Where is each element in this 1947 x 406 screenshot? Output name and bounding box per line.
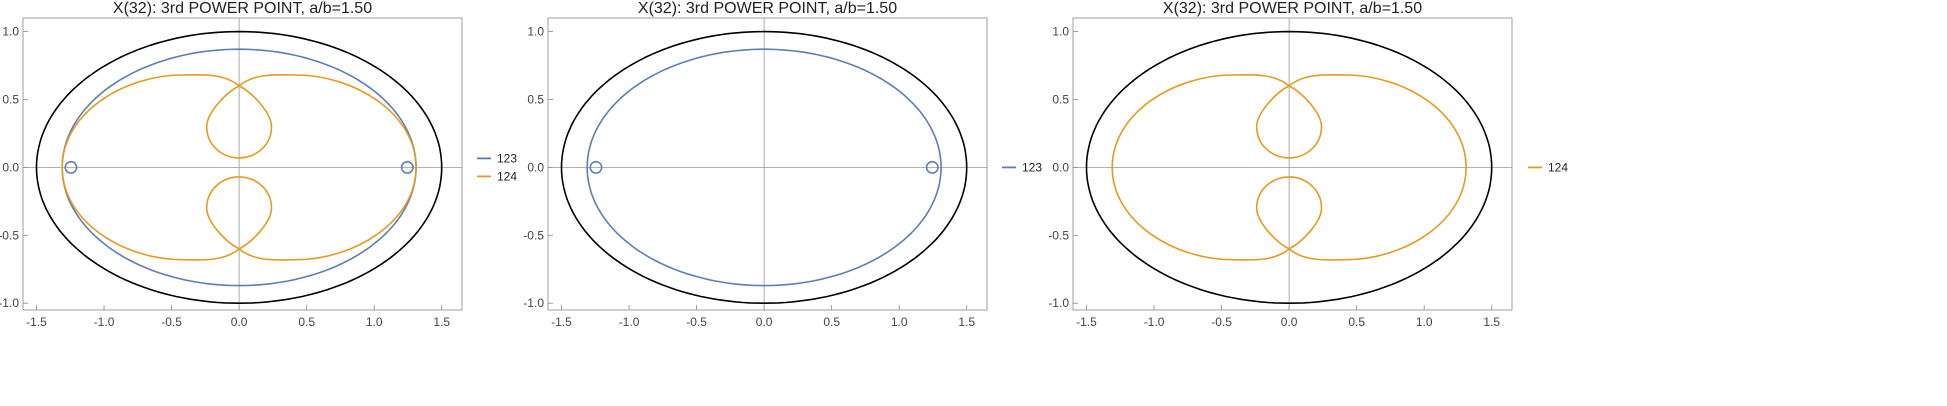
legend-label: 124 <box>1548 160 1568 174</box>
x-tick-label: 0.0 <box>1281 315 1298 329</box>
x-tick-label: -0.5 <box>1211 315 1232 329</box>
x-tick-label: -1.0 <box>1144 315 1165 329</box>
x-tick-label: -1.5 <box>1076 315 1097 329</box>
y-tick-label: 1.0 <box>1052 25 1069 39</box>
plot-frame <box>1072 17 1513 311</box>
x-tick-label: 0.5 <box>298 315 315 329</box>
x-tick-label: 1.5 <box>958 315 975 329</box>
x-tick-label: 1.5 <box>1483 315 1500 329</box>
y-tick-label: 1.0 <box>2 25 19 39</box>
series-124-left-lobe <box>61 73 240 261</box>
series-123-side-loop <box>589 160 603 174</box>
chart-panel-1: -1.5 -1.0 -0.5 0.0 0.5 1.0 1.5 -1.0 -0.5 0.0 0.5 1.… <box>0 0 517 329</box>
y-tick-label: 0.0 <box>2 160 19 174</box>
y-tick-label: 0.5 <box>527 92 544 106</box>
x-tick-label: 0.0 <box>231 315 248 329</box>
reference-ellipse <box>35 30 443 305</box>
plot-frame <box>22 17 463 311</box>
y-tick-label: -1.0 <box>0 296 19 310</box>
series-124-right-lobe <box>238 73 417 261</box>
x-tick-label: 0.5 <box>823 315 840 329</box>
legend-item-124: 124 <box>1528 160 1568 174</box>
legend-label: 123 <box>1022 160 1042 174</box>
y-tick-label: -0.5 <box>1048 228 1069 242</box>
reference-ellipse <box>1085 30 1493 305</box>
x-tick-label: -1.5 <box>551 315 572 329</box>
x-tick-label: 1.0 <box>366 315 383 329</box>
legend-item-124: 124 <box>477 169 517 183</box>
y-tick-label: -0.5 <box>523 228 544 242</box>
series-124-upper-inner-loop <box>1255 85 1323 159</box>
plot-frame <box>547 17 988 311</box>
chart-title: X(32): 3rd POWER POINT, a/b=1.50 <box>113 0 372 17</box>
x-tick-label: -0.5 <box>161 315 182 329</box>
series-123-oval <box>586 48 942 287</box>
x-tick-label: -0.5 <box>686 315 707 329</box>
y-tick-label: 0.5 <box>1052 92 1069 106</box>
series-124-left-lobe <box>1111 73 1290 261</box>
y-tick-label: -1.0 <box>1048 296 1069 310</box>
series-124-lower-inner-loop <box>1255 176 1323 250</box>
x-tick-label: 1.5 <box>433 315 450 329</box>
chart-panel-2: -1.5 -1.0 -0.5 0.0 0.5 1.0 1.5 -1.0 -0.5 0.0 0.5 1.… <box>523 0 1042 329</box>
chart-title: X(32): 3rd POWER POINT, a/b=1.50 <box>1163 0 1422 17</box>
y-tick-label: 0.0 <box>527 160 544 174</box>
y-tick-label: 0.0 <box>1052 160 1069 174</box>
y-tick-label: -1.0 <box>523 296 544 310</box>
x-tick-label: -1.5 <box>26 315 47 329</box>
x-tick-label: 1.0 <box>1416 315 1433 329</box>
chart-panel-3: -1.5 -1.0 -0.5 0.0 0.5 1.0 1.5 -1.0 -0.5 0.0 0.5 1.… <box>1048 0 1568 329</box>
legend-item-123: 123 <box>477 151 517 165</box>
series-123-side-loop <box>925 160 939 174</box>
series-123-side-loop <box>64 160 78 174</box>
series-124-right-lobe <box>1288 73 1467 261</box>
x-tick-label: 1.0 <box>891 315 908 329</box>
reference-ellipse <box>560 30 968 305</box>
x-tick-label: -1.0 <box>94 315 115 329</box>
series-124-lower-inner-loop <box>205 176 273 250</box>
x-tick-label: -1.0 <box>619 315 640 329</box>
y-tick-label: 1.0 <box>527 25 544 39</box>
legend-label: 124 <box>497 169 517 183</box>
legend-label: 123 <box>497 151 517 165</box>
series-124-upper-inner-loop <box>205 85 273 159</box>
chart-title: X(32): 3rd POWER POINT, a/b=1.50 <box>638 0 897 17</box>
y-tick-label: 0.5 <box>2 92 19 106</box>
series-123-side-loop <box>400 160 414 174</box>
y-tick-label: -0.5 <box>0 228 19 242</box>
x-tick-label: 0.5 <box>1348 315 1365 329</box>
x-tick-label: 0.0 <box>756 315 773 329</box>
legend-item-123: 123 <box>1002 160 1042 174</box>
